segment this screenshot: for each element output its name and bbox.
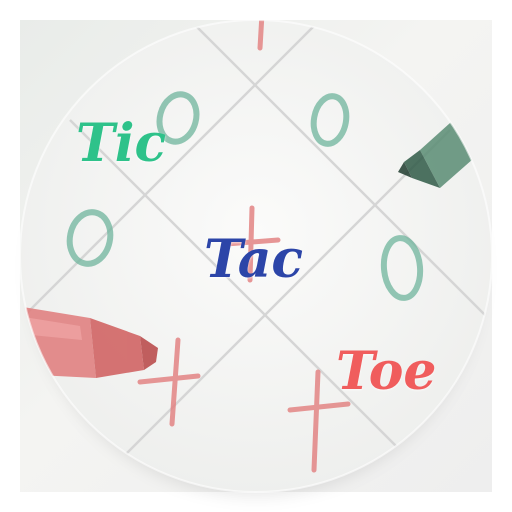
o-mark-icon [156, 91, 200, 145]
x-mark-icon [137, 337, 201, 427]
o-mark-icon [310, 93, 350, 147]
x-mark-icon [223, 205, 281, 283]
logo-word-toe: Toe [336, 341, 437, 402]
logo-word-tic: Tic [76, 113, 167, 174]
logo-word-tac: Tac [204, 229, 304, 290]
o-mark-icon [380, 235, 424, 301]
x-mark-icon [257, 20, 265, 51]
o-mark-icon [66, 209, 114, 267]
x-mark-icon [287, 369, 351, 473]
red-marker-icon [20, 300, 158, 378]
